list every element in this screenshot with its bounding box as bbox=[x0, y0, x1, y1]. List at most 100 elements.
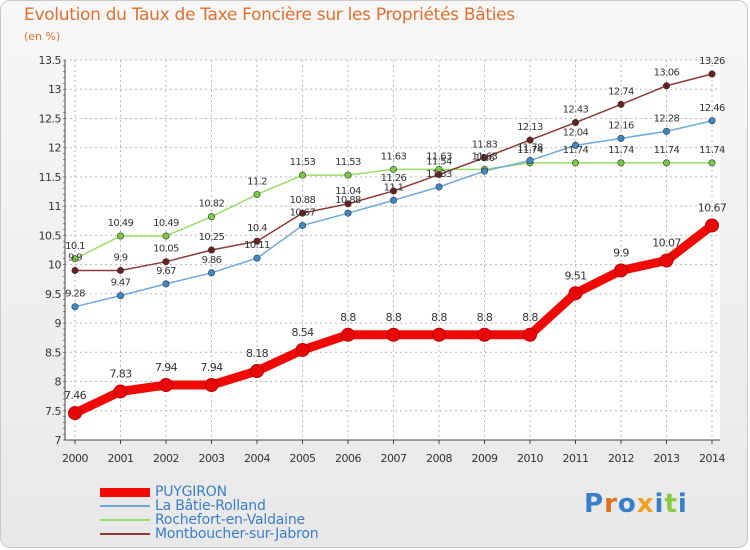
legend-item: Montboucher-sur-Jabron bbox=[100, 527, 319, 541]
data-point bbox=[117, 232, 125, 240]
data-label: 11.33 bbox=[426, 169, 452, 180]
data-label: 7.94 bbox=[155, 361, 178, 374]
data-label: 13.06 bbox=[654, 68, 680, 79]
data-label: 8.8 bbox=[477, 311, 493, 324]
data-point bbox=[159, 378, 173, 393]
data-point bbox=[389, 196, 397, 204]
data-point bbox=[117, 292, 125, 300]
data-label: 9.47 bbox=[111, 278, 131, 289]
data-label: 9.86 bbox=[202, 255, 222, 266]
data-label: 7.94 bbox=[200, 361, 223, 374]
data-point bbox=[617, 134, 625, 142]
data-label: 13.26 bbox=[699, 56, 725, 67]
data-label: 11.78 bbox=[517, 143, 543, 154]
data-point bbox=[344, 200, 352, 208]
data-label: 11.53 bbox=[290, 157, 316, 168]
x-tick-label: 2000 bbox=[62, 452, 88, 465]
data-label: 9.9 bbox=[613, 246, 629, 259]
data-label: 12.43 bbox=[563, 105, 589, 116]
data-label: 9.28 bbox=[65, 289, 85, 300]
x-tick-label: 2007 bbox=[381, 452, 407, 465]
data-point bbox=[389, 187, 397, 195]
data-label: 12.04 bbox=[563, 127, 589, 138]
data-point bbox=[617, 100, 625, 108]
data-label: 12.74 bbox=[608, 86, 634, 97]
x-tick-label: 2010 bbox=[517, 452, 543, 465]
data-point bbox=[298, 221, 306, 229]
data-label: 11.53 bbox=[335, 157, 361, 168]
x-tick-label: 2005 bbox=[290, 452, 316, 465]
data-point bbox=[71, 266, 79, 274]
data-label: 10.1 bbox=[65, 241, 85, 252]
data-label: 8.8 bbox=[340, 311, 356, 324]
data-point bbox=[208, 246, 216, 254]
data-label: 11.74 bbox=[654, 145, 680, 156]
data-label: 11.2 bbox=[247, 176, 267, 187]
data-label: 10.88 bbox=[335, 195, 361, 206]
data-label: 12.13 bbox=[517, 122, 543, 133]
data-point bbox=[523, 327, 537, 342]
data-label: 8.54 bbox=[291, 326, 314, 339]
legend-label: La Bâtie-Rolland bbox=[155, 498, 266, 514]
data-point bbox=[617, 159, 625, 167]
data-label: 10.88 bbox=[290, 195, 316, 206]
x-tick-label: 2003 bbox=[199, 452, 225, 465]
data-label: 10.07 bbox=[652, 237, 681, 250]
data-point bbox=[435, 171, 443, 179]
data-point bbox=[708, 70, 716, 78]
data-label: 10.49 bbox=[153, 218, 179, 229]
data-point bbox=[208, 269, 216, 277]
data-label: 11.1 bbox=[384, 182, 404, 193]
data-label: 9.9 bbox=[113, 252, 127, 263]
data-label: 10.4 bbox=[247, 223, 267, 234]
data-label: 8.8 bbox=[431, 311, 447, 324]
y-tick-label: 7 bbox=[55, 434, 62, 447]
data-point bbox=[298, 209, 306, 217]
data-point bbox=[344, 171, 352, 179]
x-tick-label: 2009 bbox=[472, 452, 498, 465]
x-tick-label: 2013 bbox=[654, 452, 680, 465]
x-tick-label: 2008 bbox=[426, 452, 452, 465]
legend-item: Rochefort-en-Valdaine bbox=[100, 513, 318, 527]
legend-item: PUYGIRON bbox=[100, 485, 318, 499]
data-point bbox=[204, 378, 219, 393]
data-label: 9.51 bbox=[564, 269, 586, 282]
y-tick-label: 7.5 bbox=[45, 405, 61, 418]
data-point bbox=[568, 286, 583, 301]
x-tick-label: 2004 bbox=[244, 452, 270, 465]
data-point bbox=[341, 327, 355, 342]
data-point bbox=[614, 263, 628, 278]
data-label: 12.16 bbox=[608, 120, 634, 131]
data-point bbox=[386, 327, 401, 342]
y-tick-label: 12 bbox=[48, 142, 61, 155]
proxiti-logo: Proxiti bbox=[584, 489, 688, 519]
data-label: 11.83 bbox=[472, 140, 498, 151]
data-label: 8.18 bbox=[246, 347, 269, 360]
x-tick-label: 2012 bbox=[608, 452, 634, 465]
x-tick-label: 2011 bbox=[563, 452, 589, 465]
data-point bbox=[432, 327, 446, 342]
data-point bbox=[71, 303, 79, 311]
data-point bbox=[659, 253, 674, 268]
legend-swatch bbox=[100, 505, 150, 507]
data-point bbox=[662, 127, 670, 135]
y-tick-label: 12.5 bbox=[39, 112, 62, 125]
data-label: 11.63 bbox=[426, 151, 452, 162]
data-point bbox=[253, 254, 261, 262]
data-point bbox=[162, 232, 170, 240]
data-point bbox=[389, 165, 397, 173]
legend: PUYGIRON La Bâtie-Rolland Rochefort-en-V… bbox=[100, 485, 319, 541]
y-tick-label: 13 bbox=[48, 83, 61, 96]
y-tick-label: 10 bbox=[48, 259, 61, 272]
data-label: 11.74 bbox=[699, 145, 725, 156]
y-tick-label: 10.5 bbox=[39, 229, 62, 242]
data-point bbox=[705, 218, 719, 233]
data-point bbox=[162, 280, 170, 288]
x-tick-label: 2002 bbox=[153, 452, 179, 465]
data-point bbox=[571, 141, 579, 149]
data-label: 9.67 bbox=[156, 266, 176, 277]
data-label: 10.67 bbox=[698, 201, 727, 214]
x-tick-label: 2006 bbox=[335, 452, 361, 465]
data-point bbox=[526, 136, 534, 144]
y-tick-label: 8 bbox=[55, 376, 62, 389]
